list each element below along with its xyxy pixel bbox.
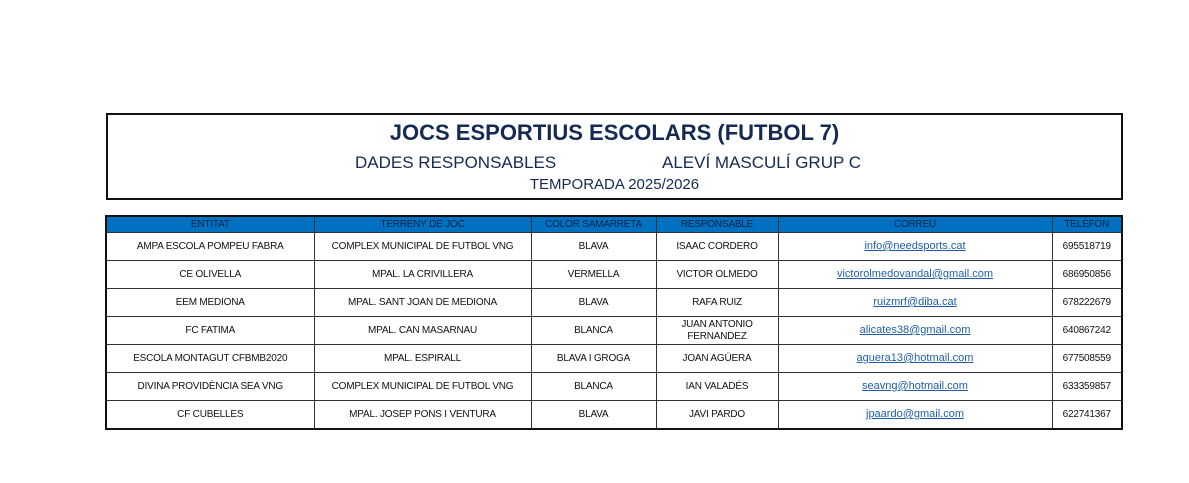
column-header-correu: CORREU (777, 215, 1053, 233)
cell-responsable: IAN VALADÉS (655, 372, 779, 401)
cell-responsable: JUAN ANTONIO FERNANDEZ (655, 316, 779, 345)
cell-terreny: COMPLEX MUNICIPAL DE FUTBOL VNG (313, 232, 532, 261)
table-row: ESCOLA MONTAGUT CFBMB2020 MPAL. ESPIRALL B… (105, 344, 1123, 373)
cell-color: BLANCA (530, 316, 657, 345)
table-header-row: ENTITAT TERRENY DE JOC COLOR SAMARRETA RESP… (105, 215, 1123, 233)
cell-correu: ruizmrf@diba.cat (777, 288, 1053, 317)
cell-color: BLANCA (530, 372, 657, 401)
cell-correu: jpaardo@gmail.com (777, 400, 1053, 430)
cell-responsable: JAVI PARDO (655, 400, 779, 430)
cell-responsable: VICTOR OLMEDO (655, 260, 779, 289)
cell-color: BLAVA (530, 400, 657, 430)
cell-terreny: MPAL. JOSEP PONS I VENTURA (313, 400, 532, 430)
table-row: DIVINA PROVIDÈNCIA SEA VNG COMPLEX MUNICI… (105, 372, 1123, 401)
cell-terreny: COMPLEX MUNICIPAL DE FUTBOL VNG (313, 372, 532, 401)
cell-responsable: RAFA RUIZ (655, 288, 779, 317)
cell-terreny: MPAL. LA CRIVILLERA (313, 260, 532, 289)
cell-telefon: 677508559 (1051, 344, 1123, 373)
column-header-entitat: ENTITAT (105, 215, 315, 233)
cell-responsable: ISAAC CORDERO (655, 232, 779, 261)
subtitle-right: ALEVÍ MASCULÍ GRUP C (662, 153, 862, 172)
cell-color: VERMELLA (530, 260, 657, 289)
cell-telefon: 640867242 (1051, 316, 1123, 345)
cell-terreny: MPAL. SANT JOAN DE MEDIONA (313, 288, 532, 317)
cell-entitat: AMPA ESCOLA POMPEU FABRA (105, 232, 315, 261)
title-box: JOCS ESPORTIUS ESCOLARS (FUTBOL 7) DADES… (106, 113, 1123, 200)
cell-terreny: MPAL. CAN MASARNAU (313, 316, 532, 345)
cell-telefon: 695518719 (1051, 232, 1123, 261)
cell-correu: seavng@hotmail.com (777, 372, 1053, 401)
responsables-table: ENTITAT TERRENY DE JOC COLOR SAMARRETA RESP… (105, 215, 1123, 430)
email-link[interactable]: alicates38@gmail.com (859, 324, 971, 336)
cell-entitat: CE OLIVELLA (105, 260, 315, 289)
email-link[interactable]: aguera13@hotmail.com (856, 352, 974, 364)
cell-color: BLAVA (530, 232, 657, 261)
cell-correu: victorolmedovandal@gmail.com (777, 260, 1053, 289)
cell-telefon: 678222679 (1051, 288, 1123, 317)
cell-responsable: JOAN AGÜERA (655, 344, 779, 373)
cell-color: BLAVA (530, 288, 657, 317)
column-header-color: COLOR SAMARRETA (530, 215, 657, 233)
column-header-responsable: RESPONSABLE (655, 215, 779, 233)
email-link[interactable]: victorolmedovandal@gmail.com (836, 268, 994, 280)
season-label: TEMPORADA 2025/2026 (529, 176, 700, 193)
table-row: CF CUBELLES MPAL. JOSEP PONS I VENTURA BLA… (105, 400, 1123, 430)
cell-entitat: CF CUBELLES (105, 400, 315, 430)
cell-entitat: FC FATIMA (105, 316, 315, 345)
table-row: AMPA ESCOLA POMPEU FABRA COMPLEX MUNICIPA… (105, 232, 1123, 261)
cell-correu: aguera13@hotmail.com (777, 344, 1053, 373)
table-row: FC FATIMA MPAL. CAN MASARNAU BLANCA JUAN AN… (105, 316, 1123, 345)
cell-terreny: MPAL. ESPIRALL (313, 344, 532, 373)
cell-color: BLAVA I GROGA (530, 344, 657, 373)
cell-entitat: DIVINA PROVIDÈNCIA SEA VNG (105, 372, 315, 401)
cell-entitat: ESCOLA MONTAGUT CFBMB2020 (105, 344, 315, 373)
cell-correu: alicates38@gmail.com (777, 316, 1053, 345)
column-header-terreny: TERRENY DE JOC (313, 215, 532, 233)
column-header-telefon: TELÈFON (1051, 215, 1123, 233)
email-link[interactable]: ruizmrf@diba.cat (873, 296, 957, 308)
email-link[interactable]: seavng@hotmail.com (862, 380, 968, 392)
cell-telefon: 633359857 (1051, 372, 1123, 401)
table-row: CE OLIVELLA MPAL. LA CRIVILLERA VERMELLA VI… (105, 260, 1123, 289)
cell-entitat: EEM MEDIONA (105, 288, 315, 317)
email-link[interactable]: info@needsports.cat (864, 240, 966, 252)
cell-correu: info@needsports.cat (777, 232, 1053, 261)
email-link[interactable]: jpaardo@gmail.com (866, 408, 964, 420)
table-row: EEM MEDIONA MPAL. SANT JOAN DE MEDIONA BLA… (105, 288, 1123, 317)
cell-telefon: 622741367 (1051, 400, 1123, 430)
subtitle-left: DADES RESPONSABLES (355, 153, 557, 172)
page-title: JOCS ESPORTIUS ESCOLARS (FUTBOL 7) (389, 120, 840, 145)
cell-telefon: 686950856 (1051, 260, 1123, 289)
